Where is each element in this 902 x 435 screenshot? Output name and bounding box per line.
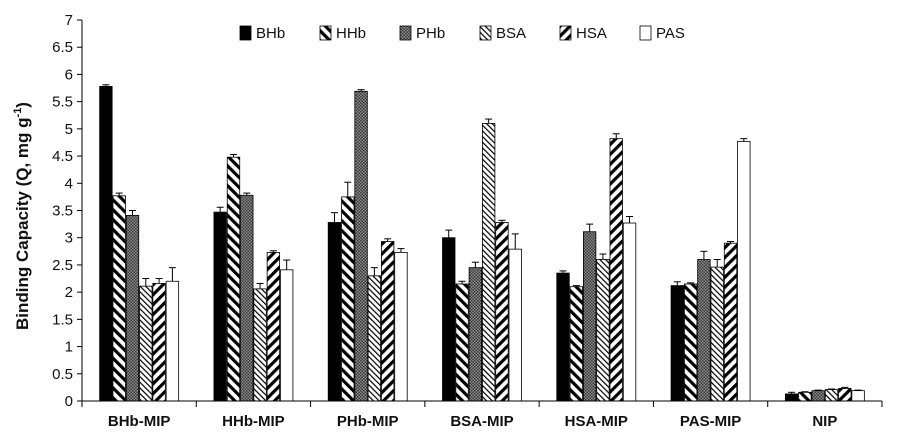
bar-HSA-PAS-MIP (723, 242, 738, 402)
bar-PHb-BSA-MIP (468, 267, 483, 402)
bar-HSA-PHb-MIP (381, 241, 395, 402)
x-category-label: PHb-MIP (337, 413, 399, 430)
y-tick-label: 1 (65, 339, 73, 356)
y-tick-label: 0 (65, 393, 73, 410)
legend-label-HSA: HSA (576, 25, 607, 42)
bar-HHb-PAS-MIP (683, 283, 698, 402)
x-axis: BHb-MIP HHb-MIP PHb-MIP BSA-MIP HSA-MIP PAS-M… (81, 400, 883, 430)
y-tick-label: 7 (65, 12, 73, 29)
bar-PHb-HSA-MIP (582, 231, 597, 402)
bars-group (99, 84, 865, 402)
y-tick-label: 1.5 (52, 311, 73, 328)
legend-swatch-BSA (479, 25, 492, 41)
y-tick-label: 5 (65, 121, 73, 138)
bar-BHb-BHb-MIP (99, 86, 113, 402)
y-tick-label: 5.5 (52, 94, 73, 111)
bar-BHb-HHb-MIP (213, 211, 227, 402)
x-category-label: PAS-MIP (680, 413, 741, 430)
bar-BSA-HHb-MIP (253, 288, 267, 402)
bar-PAS-NIP (851, 390, 865, 402)
y-tick-label: 3.5 (52, 203, 73, 220)
y-tick-label: 4 (65, 175, 73, 192)
bar-BSA-BHb-MIP (139, 285, 153, 402)
x-category-label: BSA-MIP (450, 413, 513, 430)
bar-BSA-NIP (824, 389, 839, 402)
bar-HSA-NIP (838, 388, 852, 402)
bar-PHb-PAS-MIP (697, 259, 711, 402)
legend-label-HHb: HHb (336, 25, 366, 42)
bar-PHb-BHb-MIP (125, 214, 140, 402)
bar-BHb-HSA-MIP (556, 272, 570, 402)
legend-swatch-HHb (319, 25, 332, 41)
chart-legend: BHb HHb PHb BSA HSA PAS (239, 25, 685, 42)
x-category-label: HSA-MIP (565, 413, 628, 430)
y-axis-label-main: Binding Capacity (Q, mg g (13, 117, 32, 330)
y-tick-label: 2.5 (52, 257, 73, 274)
bar-BHb-BSA-MIP (442, 237, 456, 402)
y-axis: 0 0.5 1 1.5 2 2.5 3 3.5 4 4.5 5 5.5 6 6.5 7 (52, 12, 83, 410)
bar-BSA-BSA-MIP (481, 123, 496, 402)
bar-HSA-BHb-MIP (152, 283, 166, 402)
y-tick-label: 0.5 (52, 366, 73, 383)
bar-PAS-HSA-MIP (622, 222, 637, 402)
bar-HHb-HSA-MIP (569, 286, 583, 402)
bar-PAS-HHb-MIP (280, 269, 294, 402)
bar-BSA-PHb-MIP (367, 275, 382, 402)
legend-label-PAS: PAS (656, 25, 685, 42)
bar-PAS-PHb-MIP (394, 252, 408, 402)
bar-HHb-BHb-MIP (112, 195, 126, 402)
y-tick-label: 6.5 (52, 39, 73, 56)
bar-PAS-BHb-MIP (165, 280, 180, 402)
x-category-label: HHb-MIP (222, 413, 285, 430)
bar-HSA-BSA-MIP (495, 222, 509, 402)
bar-PAS-BSA-MIP (508, 248, 522, 402)
bar-HSA-HHb-MIP (266, 252, 281, 402)
bar-BSA-HSA-MIP (596, 259, 610, 402)
bar-BHb-NIP (784, 393, 799, 402)
x-category-label: NIP (812, 413, 837, 430)
legend-label-PHb: PHb (416, 25, 445, 42)
legend-swatch-PAS (639, 25, 652, 41)
legend-swatch-HSA (559, 25, 572, 41)
bar-HHb-BSA-MIP (455, 283, 469, 402)
legend-swatch-PHb (399, 25, 412, 41)
y-axis-label: Binding Capacity (Q, mg g-1) (12, 102, 32, 330)
bar-HHb-PHb-MIP (341, 196, 355, 402)
bar-PHb-NIP (811, 390, 825, 402)
bar-PAS-PAS-MIP (737, 140, 751, 402)
bar-HSA-HSA-MIP (609, 138, 623, 402)
legend-label-BHb: BHb (256, 25, 285, 42)
bar-BHb-PHb-MIP (327, 222, 342, 402)
bar-HHb-HHb-MIP (226, 156, 241, 402)
y-axis-label-superscript: -1 (12, 108, 24, 118)
y-tick-label: 4.5 (52, 148, 73, 165)
y-tick-label: 6 (65, 66, 73, 83)
bar-PHb-HHb-MIP (240, 194, 254, 402)
bar-BSA-PAS-MIP (710, 266, 724, 402)
legend-swatch-BHb (239, 25, 252, 41)
bar-HHb-NIP (798, 391, 812, 402)
legend-label-BSA: BSA (496, 25, 526, 42)
y-tick-label: 3 (65, 230, 73, 247)
y-axis-label-close: ) (13, 102, 32, 108)
x-category-label: BHb-MIP (108, 413, 171, 430)
bar-BHb-PAS-MIP (670, 285, 684, 402)
bar-PHb-PHb-MIP (354, 90, 368, 402)
y-tick-label: 2 (65, 284, 73, 301)
